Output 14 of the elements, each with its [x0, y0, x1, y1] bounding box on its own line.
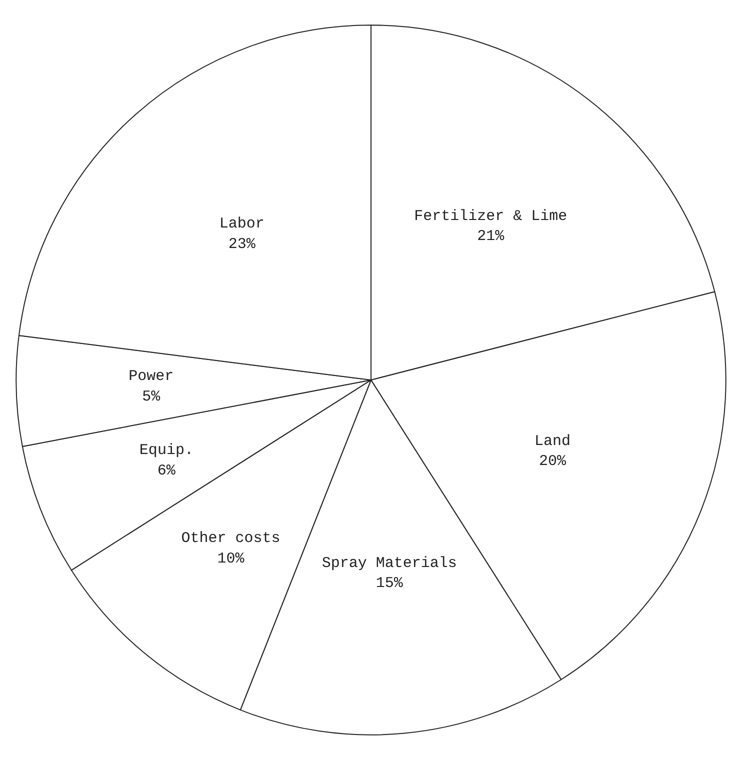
data-label: 15%	[376, 575, 404, 592]
slice-label: Land	[534, 432, 570, 450]
slice-label: Spray Materials	[322, 554, 457, 572]
data-label: 20%	[538, 453, 567, 470]
slice-label: Fertilizer & Lime	[414, 208, 568, 225]
data-label: 6%	[157, 462, 176, 480]
slice-label: Other costs	[181, 530, 280, 548]
slice-label: Power	[128, 368, 174, 386]
slice-label: Labor	[219, 216, 264, 233]
data-label: 21%	[477, 228, 506, 246]
data-label: 23%	[228, 236, 256, 253]
data-label: 10%	[217, 550, 246, 568]
slice-label: Equip.	[139, 442, 194, 459]
data-label: 5%	[142, 388, 162, 406]
